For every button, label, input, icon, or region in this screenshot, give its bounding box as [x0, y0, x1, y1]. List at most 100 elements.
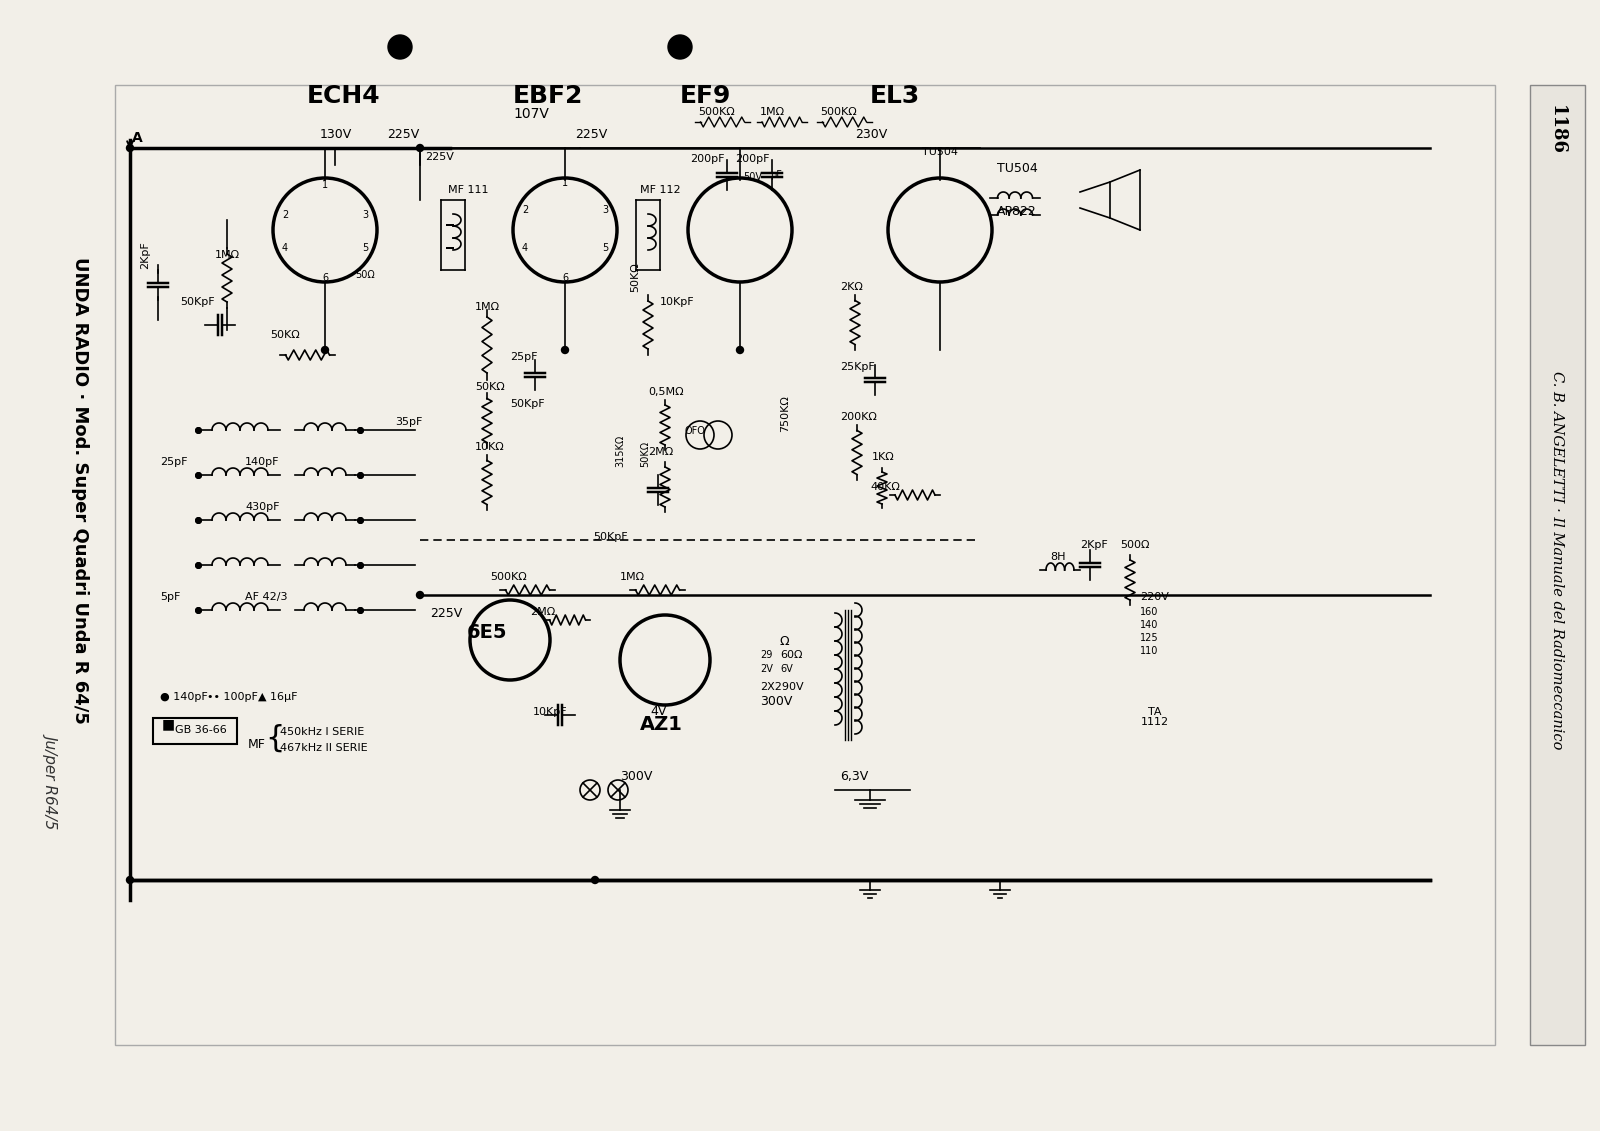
Text: EL3: EL3 — [870, 84, 920, 107]
Text: 6E5: 6E5 — [467, 623, 507, 642]
Text: 225V: 225V — [426, 152, 454, 162]
Text: TU504: TU504 — [997, 162, 1038, 175]
Circle shape — [416, 145, 424, 152]
Text: 1MΩ: 1MΩ — [214, 250, 240, 260]
Text: 140: 140 — [1139, 620, 1158, 630]
Text: TU504: TU504 — [922, 147, 958, 157]
Text: 50KΩ: 50KΩ — [475, 382, 504, 392]
Text: 10KpF: 10KpF — [533, 707, 568, 717]
Text: 50KpF: 50KpF — [179, 297, 214, 307]
Text: 0,5MΩ: 0,5MΩ — [648, 387, 683, 397]
Text: 35pF: 35pF — [395, 417, 422, 428]
Circle shape — [592, 877, 598, 883]
Text: 450kHz I SERIE: 450kHz I SERIE — [280, 727, 365, 737]
Text: 2KpF: 2KpF — [141, 241, 150, 269]
Text: AF 42/3: AF 42/3 — [245, 592, 288, 602]
Text: TA: TA — [1149, 707, 1162, 717]
Text: Ju/per R64/5: Ju/per R64/5 — [45, 733, 59, 827]
Text: 25KpF: 25KpF — [840, 362, 875, 372]
Text: EBF2: EBF2 — [514, 84, 584, 107]
Text: 500KΩ: 500KΩ — [490, 572, 526, 582]
Text: 107V: 107V — [514, 107, 549, 121]
Text: MF 112: MF 112 — [640, 185, 680, 195]
Text: 25pF: 25pF — [510, 352, 538, 362]
Text: 500KΩ: 500KΩ — [819, 107, 856, 116]
Text: 2MΩ: 2MΩ — [648, 447, 674, 457]
Circle shape — [126, 145, 133, 152]
FancyBboxPatch shape — [154, 718, 237, 744]
Text: 3: 3 — [362, 210, 368, 221]
Text: 50KpF: 50KpF — [594, 532, 627, 542]
Text: 1: 1 — [322, 180, 328, 190]
Text: 300V: 300V — [621, 770, 653, 783]
Text: 2: 2 — [282, 210, 288, 221]
Text: 2V: 2V — [760, 664, 773, 674]
Text: 6,3V: 6,3V — [840, 770, 869, 783]
Text: 1186: 1186 — [1549, 105, 1566, 155]
Text: AP822: AP822 — [997, 205, 1037, 218]
Text: ● 140pF: ● 140pF — [160, 692, 208, 702]
Text: 140pF: 140pF — [245, 457, 280, 467]
Text: 10KΩ: 10KΩ — [475, 442, 504, 452]
Text: 5: 5 — [362, 243, 368, 253]
Circle shape — [387, 35, 413, 59]
Text: MF: MF — [248, 739, 266, 751]
Text: pF: pF — [770, 170, 782, 180]
Text: 430pF: 430pF — [245, 502, 280, 512]
Text: 225V: 225V — [387, 128, 419, 141]
Text: 2MΩ: 2MΩ — [530, 607, 555, 618]
Text: 230V: 230V — [854, 128, 888, 141]
Circle shape — [416, 592, 424, 598]
Circle shape — [736, 346, 744, 354]
Text: 1MΩ: 1MΩ — [475, 302, 501, 312]
Text: ■: ■ — [162, 717, 174, 731]
Text: 40KΩ: 40KΩ — [870, 482, 899, 492]
Text: A: A — [131, 131, 142, 145]
Text: 200KΩ: 200KΩ — [840, 412, 877, 422]
Text: 300V: 300V — [760, 696, 792, 708]
Text: UNDA RADIO · Mod. Super Quadri Unda R 64/5: UNDA RADIO · Mod. Super Quadri Unda R 64… — [70, 257, 90, 724]
Text: 8H: 8H — [1050, 552, 1066, 562]
Text: •• 100pF: •• 100pF — [206, 692, 258, 702]
Text: 200pF: 200pF — [734, 154, 770, 164]
Text: 1MΩ: 1MΩ — [621, 572, 645, 582]
Text: GB 36-66: GB 36-66 — [174, 725, 227, 735]
Text: 200pF: 200pF — [690, 154, 725, 164]
Text: 6V: 6V — [781, 664, 792, 674]
Text: 160: 160 — [1139, 607, 1158, 618]
Text: {: { — [266, 724, 285, 752]
Text: ▲ 16μF: ▲ 16μF — [258, 692, 298, 702]
Text: 467kHz II SERIE: 467kHz II SERIE — [280, 743, 368, 753]
Text: Ω: Ω — [781, 634, 790, 648]
Text: 2KΩ: 2KΩ — [840, 282, 862, 292]
Text: 1112: 1112 — [1141, 717, 1170, 727]
Circle shape — [126, 877, 133, 883]
Text: EF9: EF9 — [680, 84, 731, 107]
Text: 4: 4 — [282, 243, 288, 253]
Circle shape — [322, 346, 328, 354]
Text: 60Ω: 60Ω — [781, 650, 803, 661]
Text: 4: 4 — [522, 243, 528, 253]
Text: 6: 6 — [562, 273, 568, 283]
Text: 225V: 225V — [430, 607, 462, 620]
Text: 2X290V: 2X290V — [760, 682, 803, 692]
Text: AZ1: AZ1 — [640, 715, 683, 734]
Text: 50KΩ: 50KΩ — [640, 441, 650, 467]
FancyBboxPatch shape — [115, 85, 1494, 1045]
Text: OFO: OFO — [685, 426, 706, 435]
Circle shape — [669, 35, 691, 59]
Text: MF 111: MF 111 — [448, 185, 488, 195]
Text: 1MΩ: 1MΩ — [760, 107, 786, 116]
Text: 50KΩ: 50KΩ — [630, 262, 640, 292]
Text: ECH4: ECH4 — [307, 84, 381, 107]
Text: 4V: 4V — [650, 705, 666, 718]
Text: 130V: 130V — [320, 128, 352, 141]
Text: 50V: 50V — [742, 172, 762, 182]
Text: 500KΩ: 500KΩ — [698, 107, 734, 116]
Text: 2KpF: 2KpF — [1080, 539, 1107, 550]
Text: 50KΩ: 50KΩ — [270, 330, 299, 340]
Text: 29: 29 — [760, 650, 773, 661]
Text: 500Ω: 500Ω — [1120, 539, 1149, 550]
Text: 1: 1 — [562, 178, 568, 188]
Bar — [1530, 85, 1586, 1045]
